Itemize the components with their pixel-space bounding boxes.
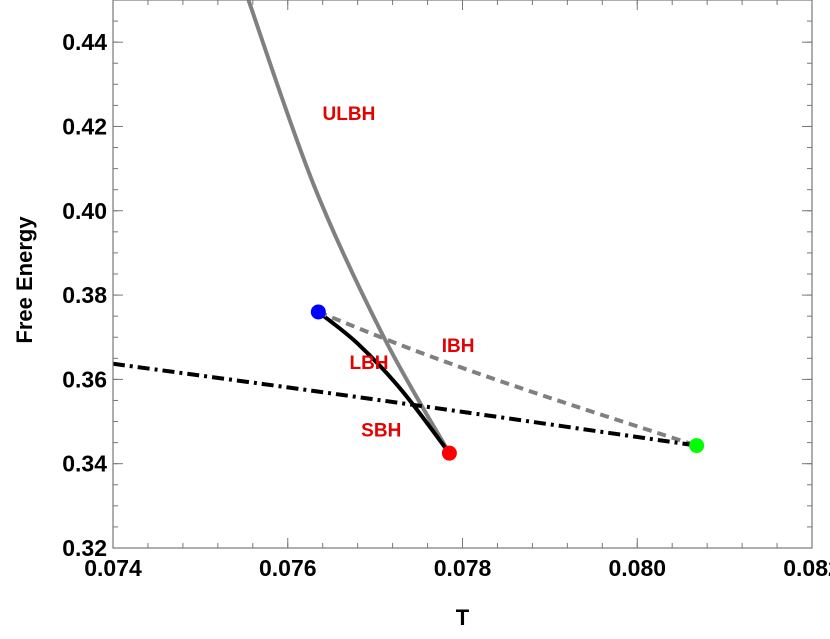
series-ulbh-line: [246, 0, 452, 455]
ticks-layer: 0.074 0.076 0.078 0.080 0.082 0.32 0.34 0.36 0.3…: [62, 0, 830, 581]
y-tick-label: 0.38: [62, 282, 107, 308]
curves-layer: [113, 0, 698, 455]
red-point: [441, 445, 457, 461]
y-tick-label: 0.34: [62, 451, 107, 477]
y-tick-label: 0.36: [62, 366, 107, 392]
y-tick-label: 0.40: [62, 198, 107, 224]
annotation-lbh: LBH: [349, 353, 388, 374]
x-tick-label: 0.082: [783, 555, 830, 581]
points-layer: [310, 304, 705, 461]
green-point: [689, 438, 705, 454]
y-tick-label: 0.42: [62, 113, 107, 139]
x-tick-label: 0.074: [84, 555, 142, 581]
annotation-sbh: SBH: [361, 420, 401, 441]
x-axis-label: T: [456, 605, 470, 630]
y-axis-label: Free Energy: [12, 216, 37, 344]
series-ibh-line: [317, 310, 698, 448]
x-tick-label: 0.080: [608, 555, 666, 581]
series-lbh-line: [317, 310, 451, 455]
y-tick-label: 0.32: [62, 535, 107, 561]
annotation-ulbh: ULBH: [323, 104, 376, 125]
x-tick-label: 0.076: [259, 555, 317, 581]
x-tick-label: 0.078: [434, 555, 492, 581]
plot-frame: [112, 0, 813, 549]
annotations-layer: ULBH IBH LBH SBH: [323, 104, 475, 441]
series-sbh-line: [113, 361, 697, 448]
y-tick-label: 0.44: [62, 29, 107, 55]
annotation-ibh: IBH: [442, 336, 475, 357]
blue-point: [310, 304, 326, 320]
